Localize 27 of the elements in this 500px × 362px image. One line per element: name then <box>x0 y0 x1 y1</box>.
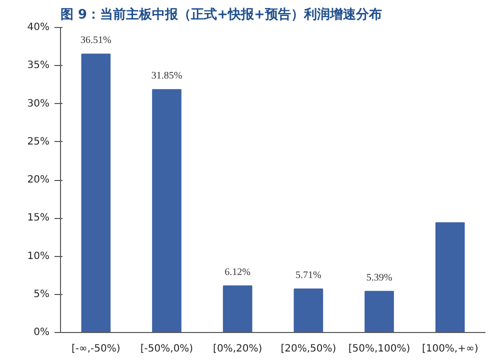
data-label: 31.85% <box>151 70 182 82</box>
y-tick-label: 0% <box>34 327 50 338</box>
bar <box>435 222 465 332</box>
x-tick-label: [50%,100%) <box>348 344 410 354</box>
data-label: 5.71% <box>296 270 322 281</box>
bar <box>364 290 394 332</box>
y-tick-label: 10% <box>27 250 50 262</box>
y-tick-label: 20% <box>27 174 50 186</box>
x-tick-label: [20%,50%) <box>280 344 336 354</box>
x-tick-label: [-∞,-50%) <box>72 344 120 354</box>
data-label: 5.39% <box>366 272 392 284</box>
bar <box>152 89 182 332</box>
bar <box>294 288 324 332</box>
y-tick-label: 5% <box>34 288 50 300</box>
data-label: 36.51% <box>80 35 112 46</box>
y-tick-label: 15% <box>27 212 50 224</box>
x-tick-label: [-50%,0%) <box>140 344 194 354</box>
y-tick-label: 40% <box>27 22 50 33</box>
bar <box>81 54 111 332</box>
x-tick-label: [0%,20%) <box>213 344 262 354</box>
y-tick-label: 25% <box>27 136 50 148</box>
y-tick-label: 30% <box>27 98 50 110</box>
bar <box>222 285 252 332</box>
data-label: 6.12% <box>224 266 251 278</box>
x-tick-label: [100%,+∞) <box>422 344 478 354</box>
y-tick-label: 35% <box>27 60 50 72</box>
chart-title: 图 9：当前主板中报（正式+快报+预告）利润增速分布 <box>60 6 382 22</box>
